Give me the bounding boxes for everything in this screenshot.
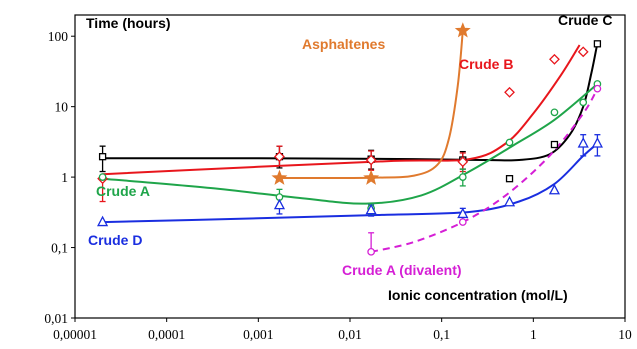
point-crude-a — [550, 108, 559, 117]
point-crude-b — [504, 86, 515, 98]
point-crude-a — [579, 98, 588, 107]
point-crude-a-divalent — [593, 84, 602, 93]
point-crude-d — [577, 137, 589, 148]
x-tick-label: 0,0001 — [148, 327, 185, 342]
y-tick-label: 10 — [55, 100, 69, 115]
point-crude-c — [98, 153, 107, 161]
point-crude-b — [274, 151, 285, 163]
point-crude-d — [503, 195, 516, 207]
point-crude-a — [505, 138, 514, 147]
point-crude-d — [97, 215, 109, 227]
y-tick-label: 1 — [61, 170, 68, 185]
curve-crude-a — [102, 83, 599, 205]
series-curves — [102, 30, 599, 253]
y-tick-label: 0,1 — [51, 241, 68, 256]
x-tick-label: 1 — [530, 327, 537, 342]
point-asphaltenes — [363, 169, 380, 185]
point-crude-c — [505, 175, 514, 183]
series-label-asphaltenes: Asphaltenes — [302, 36, 385, 52]
x-axis-label: Ionic concentration (mol/L) — [388, 287, 568, 303]
point-crude-a — [98, 173, 107, 181]
x-tick-label: 10 — [618, 327, 632, 342]
point-crude-b — [365, 154, 377, 166]
point-crude-b — [549, 53, 560, 65]
point-crude-c — [593, 40, 602, 48]
data-points — [97, 22, 603, 256]
curve-crude-b — [102, 44, 581, 176]
y-tick-label: 100 — [48, 29, 69, 44]
point-asphaltenes — [454, 22, 471, 38]
point-crude-d — [457, 207, 469, 219]
y-axis-label: Time (hours) — [86, 15, 171, 31]
series-label-crude-d: Crude D — [88, 232, 142, 248]
series-label-crude-b: Crude B — [459, 56, 513, 72]
point-crude-b — [577, 46, 589, 58]
series-label-crude-a: Crude A — [96, 183, 150, 199]
point-crude-d — [365, 203, 377, 215]
point-crude-b — [457, 156, 469, 168]
x-tick-label: 0,001 — [243, 327, 273, 342]
curve-crude-a-divalent — [370, 88, 599, 253]
series-label-crude-a-divalent: Crude A (divalent) — [342, 262, 462, 278]
point-crude-d — [591, 137, 603, 148]
point-crude-c — [550, 140, 559, 149]
series-label-crude-c: Crude C — [558, 12, 612, 28]
axis-ticks: 0,00001 0,0001 0,001 0,01 0,1 1 10 0,01 0,1 1 10 10… — [44, 29, 632, 342]
point-crude-a-divalent — [458, 218, 467, 226]
y-tick-label: 0,01 — [44, 311, 68, 326]
point-asphaltenes — [271, 169, 288, 185]
x-tick-label: 0,00001 — [53, 327, 97, 342]
x-tick-label: 0,01 — [338, 327, 362, 342]
error-bars — [99, 134, 601, 252]
point-crude-d — [548, 183, 561, 195]
curve-crude-c — [102, 42, 599, 162]
x-tick-label: 0,1 — [433, 327, 450, 342]
point-crude-a-divalent — [367, 247, 375, 256]
point-crude-d — [273, 198, 286, 210]
point-crude-a — [458, 173, 467, 181]
curve-crude-d — [102, 142, 599, 224]
